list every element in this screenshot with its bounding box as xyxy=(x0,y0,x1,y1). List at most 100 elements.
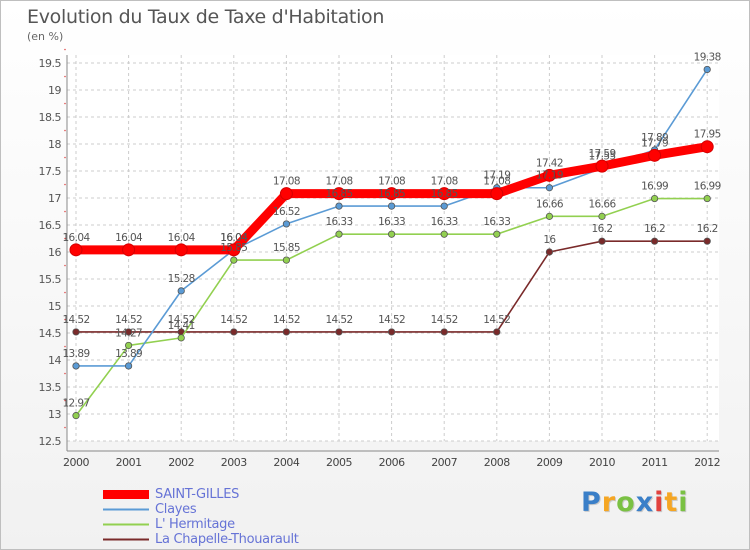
data-point-0 xyxy=(332,187,346,201)
data-point-0 xyxy=(174,243,188,257)
data-label-3: 14.52 xyxy=(483,314,510,326)
data-label-0: 17.79 xyxy=(641,137,668,149)
x-tick-label: 2005 xyxy=(326,456,352,469)
data-point-0 xyxy=(700,140,714,154)
legend-swatch-saint-gilles xyxy=(103,490,149,499)
y-minor-tick xyxy=(64,372,66,375)
data-label-3: 14.52 xyxy=(220,314,247,326)
y-minor-tick xyxy=(64,48,66,51)
data-label-2: 15.85 xyxy=(220,242,247,254)
data-label-2: 16.99 xyxy=(694,181,721,193)
data-point-1 xyxy=(387,202,396,210)
y-minor-tick xyxy=(64,291,66,294)
x-tick-label: 2011 xyxy=(642,456,668,469)
data-point-2 xyxy=(703,194,711,203)
data-point-3 xyxy=(703,237,711,245)
data-label-1: 16.85 xyxy=(378,188,405,200)
legend-item-saint-gilles[interactable]: SAINT-GILLES xyxy=(101,487,431,502)
y-tick-label: 16 xyxy=(48,246,61,259)
data-point-0 xyxy=(122,243,136,257)
x-tick-label: 2010 xyxy=(589,456,615,469)
y-tick-label: 18 xyxy=(48,138,61,151)
legend-swatch-hermitage xyxy=(103,523,149,526)
data-label-3: 16.2 xyxy=(592,223,613,235)
data-label-2: 16.33 xyxy=(483,216,510,228)
y-minor-tick xyxy=(64,156,66,159)
data-point-2 xyxy=(282,256,290,264)
data-point-2 xyxy=(598,212,606,220)
data-point-0 xyxy=(595,159,609,173)
data-point-3 xyxy=(72,328,80,336)
data-label-1: 13.89 xyxy=(62,348,89,360)
data-label-1: 16.04 xyxy=(220,232,248,244)
data-label-3: 14.52 xyxy=(378,314,405,326)
data-point-3 xyxy=(335,328,343,336)
y-tick-label: 16.5 xyxy=(39,219,62,232)
x-tick-label: 2003 xyxy=(221,456,247,469)
data-label-0: 17.08 xyxy=(483,176,510,188)
data-point-3 xyxy=(598,237,606,245)
data-point-0 xyxy=(437,187,451,201)
data-point-1 xyxy=(125,362,133,370)
y-tick-label: 12.5 xyxy=(39,435,62,448)
legend-item-hermitage[interactable]: L' Hermitage xyxy=(101,517,431,532)
legend-label-saint-gilles: SAINT-GILLES xyxy=(155,487,240,502)
data-label-2: 16.66 xyxy=(536,198,564,210)
y-minor-tick xyxy=(64,318,66,321)
y-minor-tick xyxy=(64,75,66,78)
x-tick-label: 2012 xyxy=(694,456,720,469)
y-minor-tick xyxy=(64,264,66,267)
data-label-2: 14.41 xyxy=(168,320,195,332)
data-label-0: 16.04 xyxy=(115,232,143,244)
data-label-1: 17.55 xyxy=(588,150,615,162)
legend-label-clayes: Clayes xyxy=(155,502,197,517)
data-label-2: 12.97 xyxy=(62,398,89,410)
data-point-1 xyxy=(282,220,290,228)
data-point-1 xyxy=(545,184,554,192)
logo-letter: i xyxy=(654,487,665,518)
data-label-2: 16.66 xyxy=(588,198,616,210)
chart-title: Evolution du Taux de Taxe d'Habitation xyxy=(27,6,385,28)
data-label-1: 17.19 xyxy=(536,170,563,182)
legend-item-clayes[interactable]: Clayes xyxy=(101,502,431,517)
data-label-2: 16.33 xyxy=(325,216,352,228)
data-point-1 xyxy=(703,65,711,74)
y-tick-label: 19 xyxy=(48,84,61,97)
y-minor-tick xyxy=(64,183,66,186)
y-minor-tick xyxy=(64,129,66,132)
data-point-3 xyxy=(387,328,396,336)
x-tick-label: 2000 xyxy=(63,456,89,469)
data-label-0: 17.08 xyxy=(431,176,458,188)
legend-label-la-chapelle-thouarault: La Chapelle-Thouarault xyxy=(155,532,299,547)
data-label-0: 17.08 xyxy=(378,176,405,188)
data-point-2 xyxy=(72,412,80,420)
data-point-3 xyxy=(282,328,290,336)
data-point-2 xyxy=(387,230,396,238)
y-tick-label: 15.5 xyxy=(39,273,62,286)
logo-letter: t xyxy=(664,487,679,518)
y-tick-label: 19.5 xyxy=(39,57,62,70)
legend-item-la-chapelle-thouarault[interactable]: La Chapelle-Thouarault xyxy=(101,532,431,547)
y-minor-tick xyxy=(64,210,66,213)
y-minor-tick xyxy=(64,345,66,348)
data-point-3 xyxy=(125,328,133,336)
data-label-1: 17.19 xyxy=(483,170,510,182)
data-point-0 xyxy=(227,243,241,257)
data-point-2 xyxy=(230,256,238,264)
x-tick-label: 2008 xyxy=(484,456,510,469)
data-label-2: 16.99 xyxy=(641,181,668,193)
y-minor-tick xyxy=(64,237,66,240)
data-label-3: 14.52 xyxy=(115,314,142,326)
x-tick-label: 2009 xyxy=(536,456,562,469)
data-point-2 xyxy=(177,334,185,342)
logo-letter: i xyxy=(678,487,689,518)
data-point-1 xyxy=(177,287,185,295)
data-point-3 xyxy=(440,328,448,336)
data-point-1 xyxy=(72,362,80,370)
legend-swatch-clayes xyxy=(103,508,149,511)
data-point-2 xyxy=(125,341,133,350)
data-point-2 xyxy=(493,230,501,238)
data-label-3: 14.52 xyxy=(62,314,89,326)
data-label-0: 17.59 xyxy=(588,148,615,160)
